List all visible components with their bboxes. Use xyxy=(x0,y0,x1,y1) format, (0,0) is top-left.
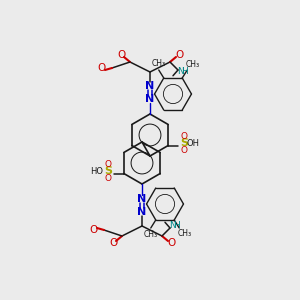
Text: O: O xyxy=(104,174,111,183)
Text: N: N xyxy=(146,81,154,91)
Text: H: H xyxy=(181,68,188,76)
Text: CH₃: CH₃ xyxy=(152,59,166,68)
Text: O: O xyxy=(109,238,117,248)
Text: O: O xyxy=(90,225,98,235)
Text: CH₃: CH₃ xyxy=(144,230,158,238)
Text: O: O xyxy=(181,132,188,141)
Text: O: O xyxy=(117,50,125,60)
Text: N: N xyxy=(137,207,147,217)
Text: N: N xyxy=(177,68,183,76)
Text: O: O xyxy=(98,63,106,73)
Text: H: H xyxy=(172,221,179,230)
Text: S: S xyxy=(104,167,112,176)
Text: CH₃: CH₃ xyxy=(177,229,191,238)
Text: S: S xyxy=(180,139,188,148)
Text: O: O xyxy=(175,50,183,60)
Text: OH: OH xyxy=(187,139,200,148)
Text: N: N xyxy=(146,94,154,104)
Text: HO: HO xyxy=(90,167,103,176)
Text: CH₃: CH₃ xyxy=(185,61,199,70)
Text: N: N xyxy=(137,194,147,204)
Text: O: O xyxy=(167,238,175,248)
Text: N: N xyxy=(169,221,176,230)
Text: O: O xyxy=(104,160,111,169)
Text: O: O xyxy=(181,146,188,155)
